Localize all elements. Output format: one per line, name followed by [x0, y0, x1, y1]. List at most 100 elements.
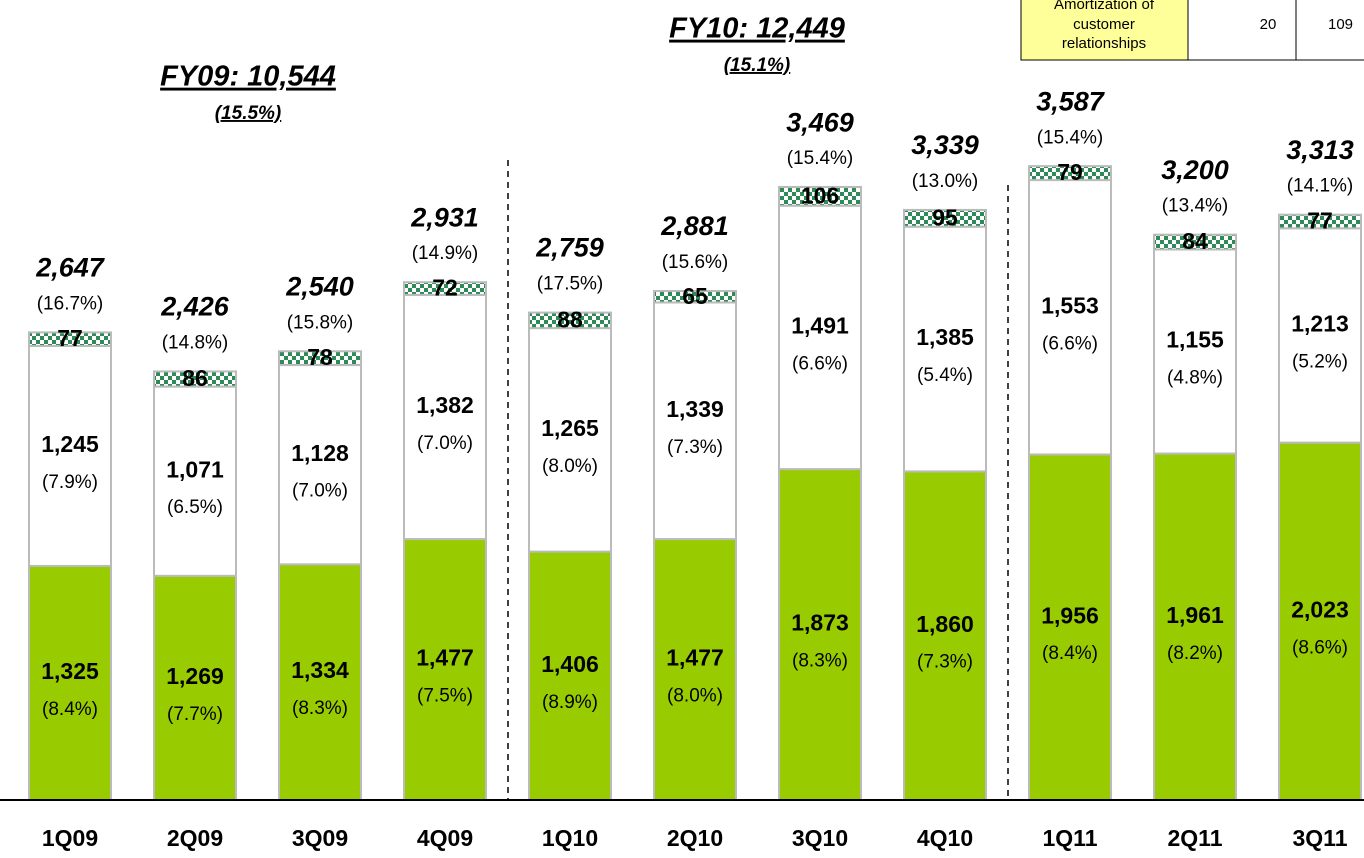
table-value: 109	[1328, 16, 1353, 33]
value-label: 86	[182, 365, 208, 391]
total-percent: (16.7%)	[37, 293, 104, 314]
total-label: 2,881	[660, 211, 729, 241]
percent-label: (7.3%)	[917, 652, 973, 673]
bar-segment	[278, 364, 362, 566]
total-percent: (13.0%)	[912, 171, 979, 192]
percent-label: (8.3%)	[792, 651, 848, 672]
total-label: 3,313	[1286, 135, 1354, 165]
x-tick-label: 3Q10	[792, 825, 848, 851]
annotation: (15.1%)	[724, 55, 791, 76]
percent-label: (7.7%)	[167, 704, 223, 725]
percent-label: (6.5%)	[167, 497, 223, 518]
value-label: 79	[1057, 159, 1083, 185]
bar-segment	[778, 468, 862, 801]
value-label: 1,339	[666, 396, 724, 422]
bar-segment	[653, 538, 737, 802]
value-label: 1,873	[791, 610, 849, 636]
percent-label: (7.3%)	[667, 437, 723, 458]
bar-segment	[278, 563, 362, 801]
value-label: 1,477	[416, 645, 474, 671]
value-label: 95	[932, 204, 958, 230]
percent-label: (8.9%)	[542, 692, 598, 713]
bar-segment	[653, 301, 737, 541]
total-label: 2,426	[160, 292, 230, 322]
value-label: 78	[307, 344, 333, 370]
value-label: 1,406	[541, 651, 599, 677]
bar-segment	[28, 344, 112, 567]
value-label: 1,477	[666, 645, 724, 671]
table-value: 20	[1260, 16, 1277, 33]
bar-segment	[1278, 213, 1362, 230]
value-label: 65	[682, 283, 708, 309]
percent-label: (7.9%)	[42, 472, 98, 493]
bar-segment	[528, 550, 612, 802]
value-label: 77	[1307, 208, 1333, 234]
table-label: customer	[1073, 16, 1135, 33]
table-cell	[1187, 0, 1297, 61]
x-tick-label: 2Q10	[667, 825, 723, 851]
percent-label: (6.6%)	[792, 353, 848, 374]
bar-segment	[1153, 233, 1237, 251]
percent-label: (8.4%)	[1042, 643, 1098, 664]
bar-segment	[778, 185, 862, 207]
bar-segment	[1028, 165, 1112, 182]
bar-segment	[1153, 452, 1237, 801]
percent-label: (7.5%)	[417, 686, 473, 707]
percent-label: (6.6%)	[1042, 333, 1098, 354]
value-label: 1,956	[1041, 602, 1099, 628]
table-label: Amortization of	[1054, 0, 1155, 13]
value-label: 84	[1182, 228, 1208, 254]
total-percent: (13.4%)	[1162, 196, 1229, 217]
bar-segment	[278, 350, 362, 367]
total-percent: (15.6%)	[662, 252, 729, 273]
total-percent: (15.8%)	[287, 312, 354, 333]
x-tick-label: 3Q09	[292, 825, 348, 851]
total-percent: (14.8%)	[162, 332, 229, 353]
value-label: 77	[57, 325, 83, 351]
annotation: (15.5%)	[215, 103, 282, 124]
bar-segment	[403, 281, 487, 296]
x-tick-label: 1Q09	[42, 825, 98, 851]
percent-label: (8.4%)	[42, 699, 98, 720]
table-cell	[1295, 0, 1364, 61]
percent-label: (8.0%)	[542, 456, 598, 477]
bar-segment	[1278, 227, 1362, 444]
value-label: 1,269	[166, 663, 224, 689]
value-label: 1,553	[1041, 292, 1099, 318]
annotation: FY09: 10,544	[160, 61, 336, 93]
bar-segment	[403, 538, 487, 802]
total-percent: (15.4%)	[1037, 127, 1104, 148]
bar-segment	[403, 293, 487, 541]
value-label: 1,071	[166, 456, 224, 482]
x-tick-label: 4Q09	[417, 825, 473, 851]
value-label: 1,245	[41, 431, 99, 457]
value-label: 72	[432, 275, 458, 301]
percent-label: (8.3%)	[292, 698, 348, 719]
total-percent: (15.4%)	[787, 148, 854, 169]
bar-segment	[528, 327, 612, 553]
table-label-cell	[1020, 0, 1189, 61]
total-label: 2,540	[285, 271, 354, 301]
bar-segment	[1153, 248, 1237, 455]
value-label: 1,155	[1166, 327, 1224, 353]
percent-label: (5.4%)	[917, 365, 973, 386]
bar-segment	[653, 290, 737, 304]
x-tick-label: 1Q11	[1043, 825, 1098, 851]
x-tick-label: 2Q11	[1168, 825, 1223, 851]
percent-label: (4.8%)	[1167, 368, 1223, 389]
percent-label: (8.0%)	[667, 686, 723, 707]
table-label: relationships	[1062, 35, 1146, 52]
total-label: 3,587	[1036, 86, 1106, 116]
value-label: 88	[557, 306, 583, 332]
value-label: 2,023	[1291, 596, 1349, 622]
value-label: 1,325	[41, 658, 99, 684]
total-label: 3,200	[1161, 155, 1229, 185]
annotation: FY10: 12,449	[669, 13, 845, 45]
x-tick-label: 2Q09	[167, 825, 223, 851]
bar-segment	[1278, 441, 1362, 801]
table: Amortization of customer relationships 2…	[1020, 0, 1364, 61]
total-label: 3,339	[911, 130, 979, 160]
value-label: 1,213	[1291, 311, 1349, 337]
total-label: 2,759	[535, 233, 604, 263]
